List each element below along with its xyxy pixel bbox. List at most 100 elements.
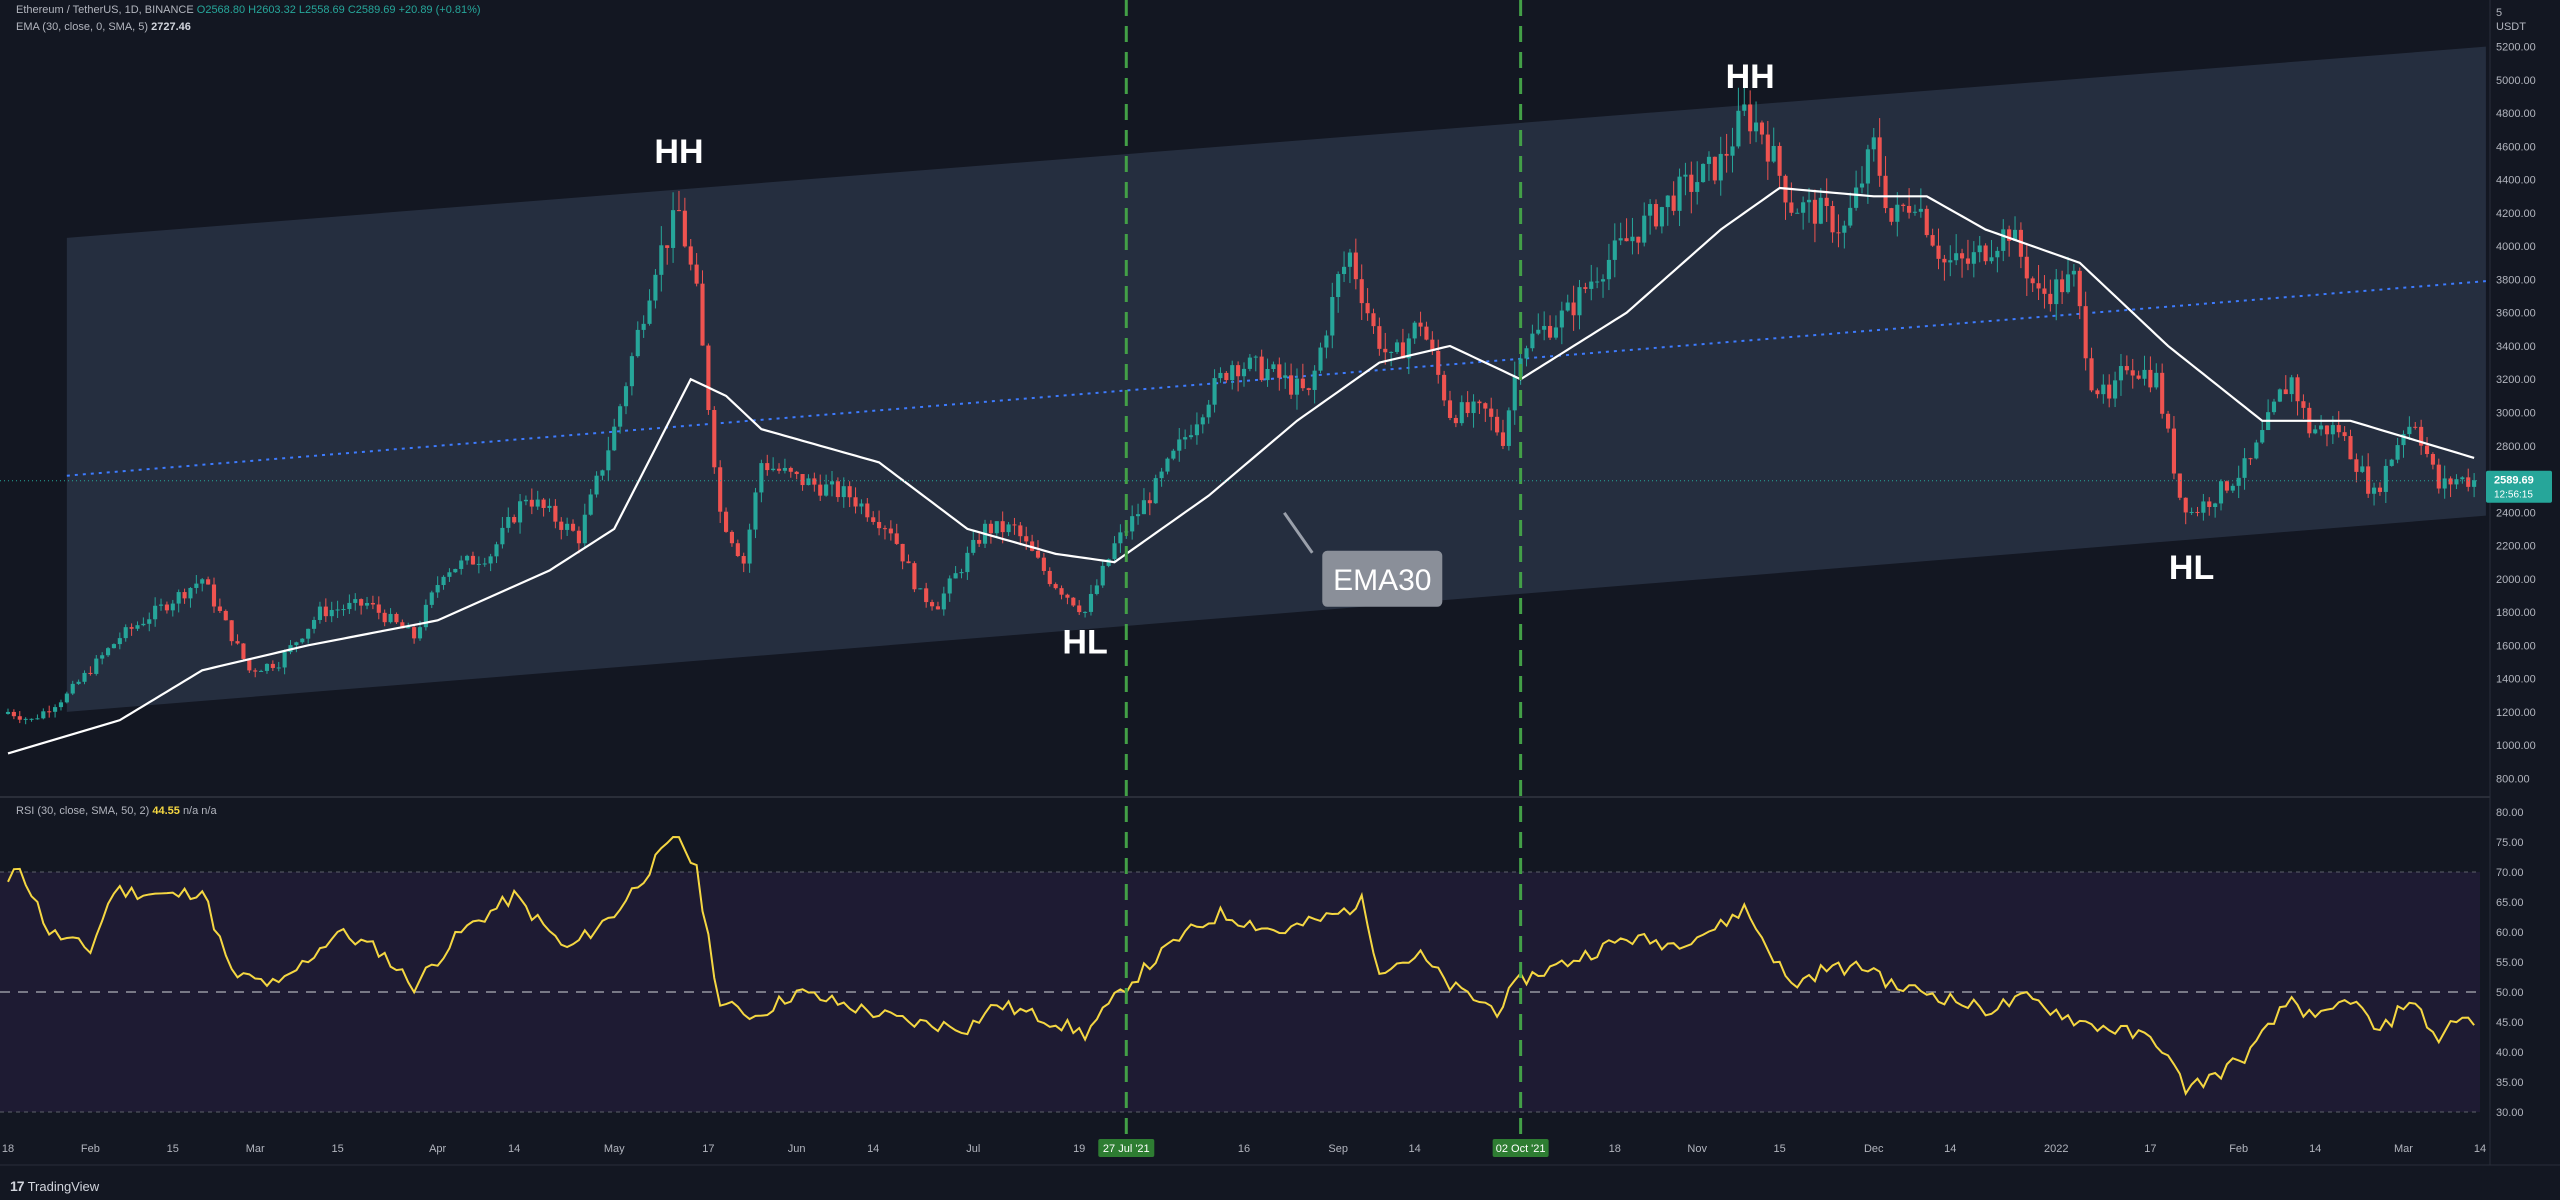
candle[interactable] — [217, 598, 222, 614]
candle[interactable] — [723, 507, 729, 533]
candle[interactable] — [1895, 192, 1900, 237]
candle[interactable] — [176, 589, 181, 613]
candle[interactable] — [323, 598, 328, 623]
candle[interactable] — [1171, 448, 1176, 461]
candle[interactable] — [1954, 234, 1959, 266]
candle[interactable] — [1436, 339, 1441, 384]
candle[interactable] — [2313, 425, 2318, 435]
candle[interactable] — [2336, 411, 2341, 438]
candle[interactable] — [735, 539, 740, 558]
candle[interactable] — [1447, 390, 1453, 421]
candle[interactable] — [264, 663, 270, 674]
candle[interactable] — [1718, 136, 1723, 196]
candle[interactable] — [877, 510, 882, 536]
candle[interactable] — [2248, 457, 2253, 466]
candle[interactable] — [2065, 256, 2071, 294]
candle[interactable] — [64, 691, 69, 704]
candle[interactable] — [88, 666, 93, 676]
candle[interactable] — [1135, 503, 1141, 525]
candle[interactable] — [1871, 127, 1876, 162]
candle[interactable] — [1636, 236, 1641, 255]
candle[interactable] — [1341, 251, 1347, 283]
candle[interactable] — [1583, 282, 1588, 294]
candle[interactable] — [341, 604, 346, 616]
candle[interactable] — [135, 621, 140, 631]
candle[interactable] — [529, 488, 534, 515]
candle[interactable] — [2295, 374, 2300, 416]
candle[interactable] — [1942, 254, 1947, 281]
candle[interactable] — [1077, 600, 1082, 616]
candle[interactable] — [1159, 467, 1164, 487]
candle[interactable] — [1312, 365, 1317, 404]
candle[interactable] — [2236, 465, 2241, 499]
candle[interactable] — [1842, 220, 1847, 249]
candle[interactable] — [618, 403, 623, 434]
candle[interactable] — [1212, 369, 1217, 413]
candle[interactable] — [1524, 345, 1529, 367]
candle[interactable] — [547, 498, 552, 513]
candle[interactable] — [2107, 374, 2112, 408]
candle[interactable] — [1130, 505, 1135, 540]
candle[interactable] — [1689, 161, 1694, 214]
candle[interactable] — [1012, 517, 1017, 535]
candle[interactable] — [565, 517, 570, 536]
candle[interactable] — [1936, 228, 1941, 270]
candle[interactable] — [1500, 419, 1506, 450]
rsi-line[interactable] — [7, 836, 2475, 1096]
candle[interactable] — [100, 652, 105, 665]
candle[interactable] — [1600, 274, 1606, 298]
candle[interactable] — [1824, 178, 1829, 222]
candle[interactable] — [1542, 311, 1547, 341]
candle[interactable] — [1859, 166, 1865, 194]
candle[interactable] — [512, 514, 517, 525]
candle[interactable] — [541, 497, 546, 517]
candle[interactable] — [918, 588, 923, 590]
candle[interactable] — [1353, 238, 1358, 290]
candle[interactable] — [929, 599, 935, 611]
candle[interactable] — [111, 643, 117, 649]
candle[interactable] — [2113, 371, 2118, 408]
candle[interactable] — [718, 460, 723, 524]
candle[interactable] — [241, 643, 246, 662]
candle[interactable] — [294, 641, 299, 653]
candle[interactable] — [1818, 187, 1823, 225]
candle[interactable] — [935, 601, 941, 610]
candle[interactable] — [453, 568, 458, 573]
candle[interactable] — [1465, 391, 1470, 418]
candle[interactable] — [1748, 90, 1753, 144]
ema30-callout-box[interactable] — [1322, 550, 1443, 607]
candle[interactable] — [117, 632, 122, 650]
candle[interactable] — [1659, 206, 1664, 234]
candle[interactable] — [506, 507, 511, 533]
candle[interactable] — [123, 624, 128, 642]
candle[interactable] — [1218, 367, 1223, 383]
candle[interactable] — [1047, 567, 1052, 587]
candle[interactable] — [1589, 264, 1594, 301]
candle[interactable] — [1730, 127, 1735, 173]
candle[interactable] — [947, 575, 952, 602]
candle[interactable] — [1989, 239, 1994, 264]
candle[interactable] — [435, 576, 440, 598]
candle[interactable] — [500, 516, 505, 549]
candle[interactable] — [1995, 246, 2000, 273]
candle[interactable] — [1094, 579, 1099, 596]
candle[interactable] — [1177, 428, 1182, 462]
candle[interactable] — [182, 588, 187, 604]
candle[interactable] — [812, 472, 817, 492]
candle[interactable] — [488, 553, 493, 572]
candle[interactable] — [2177, 473, 2182, 501]
candle[interactable] — [306, 628, 311, 644]
candle[interactable] — [1053, 582, 1058, 590]
candle[interactable] — [894, 523, 899, 545]
candle[interactable] — [1848, 192, 1853, 228]
candle[interactable] — [1153, 474, 1158, 504]
candle[interactable] — [900, 543, 905, 570]
candle[interactable] — [659, 226, 664, 292]
candle[interactable] — [1547, 315, 1553, 341]
candle[interactable] — [1471, 394, 1476, 428]
candle[interactable] — [376, 596, 381, 620]
candle[interactable] — [2048, 279, 2053, 312]
candle[interactable] — [2354, 453, 2359, 483]
candle[interactable] — [700, 270, 705, 346]
candle[interactable] — [1683, 162, 1688, 196]
